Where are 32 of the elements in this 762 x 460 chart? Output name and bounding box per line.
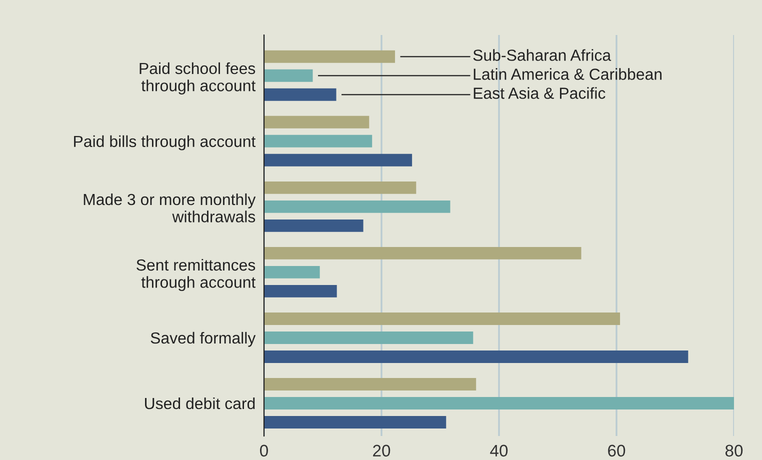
bar bbox=[264, 88, 336, 101]
text: East Asia & Pacific bbox=[474, 87, 606, 99]
bar bbox=[264, 50, 396, 63]
text: Sub-Saharan Africa bbox=[473, 49, 612, 61]
bar bbox=[264, 116, 370, 128]
y-tick-label: Used debit card bbox=[145, 397, 255, 410]
bar bbox=[264, 284, 337, 298]
x-tick-label: 60 bbox=[608, 444, 626, 457]
bar bbox=[264, 378, 476, 390]
bar bbox=[264, 350, 688, 363]
x-tick-label: 0 bbox=[260, 444, 268, 457]
bar bbox=[264, 246, 582, 260]
bar bbox=[264, 219, 364, 232]
bar bbox=[264, 134, 372, 148]
text: Latin America & Caribbean bbox=[474, 68, 662, 80]
bar bbox=[264, 181, 416, 194]
y-tick-label: Sent remittances through account bbox=[136, 258, 256, 292]
x-tick-label: 40 bbox=[490, 444, 508, 457]
bar bbox=[264, 200, 450, 213]
y-tick-label: Made 3 or more monthly withdrawals bbox=[84, 193, 256, 222]
bar bbox=[264, 331, 474, 344]
bar bbox=[264, 69, 313, 82]
bar bbox=[264, 397, 734, 410]
y-tick-label: Paid school fees through account bbox=[140, 62, 256, 94]
bar bbox=[264, 416, 446, 428]
y-tick-label: Paid bills through account bbox=[74, 135, 256, 150]
bar bbox=[264, 312, 620, 325]
x-tick-label: 80 bbox=[725, 444, 743, 457]
bar bbox=[264, 266, 320, 278]
x-tick-label: 20 bbox=[373, 444, 390, 457]
y-tick-label: Saved formally bbox=[150, 332, 256, 347]
bar bbox=[264, 154, 412, 166]
